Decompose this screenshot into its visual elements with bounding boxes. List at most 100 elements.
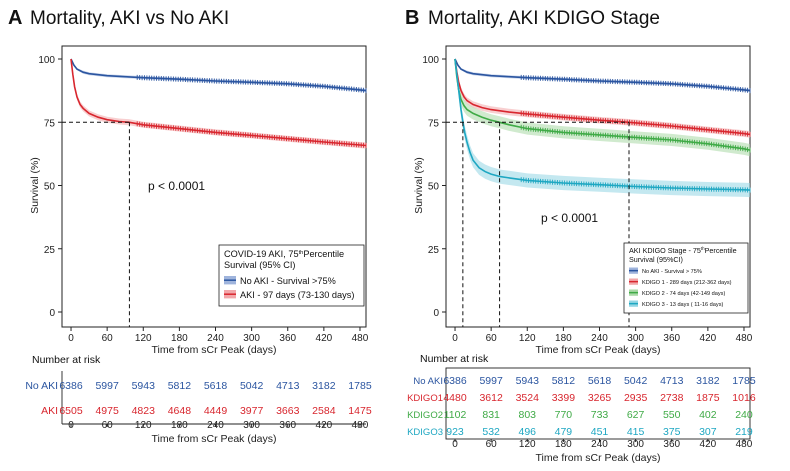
- risk-cell: 2738: [660, 392, 684, 404]
- x-axis-label: Time from sCr Peak (days): [151, 344, 276, 356]
- risk-table-header: Number at risk: [420, 353, 489, 365]
- x-tick-label: 360: [279, 333, 296, 344]
- risk-row-label: KDIGO1: [407, 393, 443, 404]
- legend-item-label: AKI - 97 days (73-130 days): [240, 290, 354, 300]
- risk-x-tick-label: 0: [68, 420, 74, 431]
- x-tick-label: 420: [316, 333, 333, 344]
- legend-title: AKI KDIGO Stage - 75thPercentile: [629, 246, 737, 255]
- legend-title-part: Percentile: [705, 246, 737, 255]
- plot-frame: [61, 45, 367, 328]
- series-3: [454, 58, 751, 198]
- risk-x-tick-label: 420: [700, 439, 717, 450]
- risk-cell: 451: [591, 426, 609, 438]
- risk-x-axis-label: Time from sCr Peak (days): [535, 452, 660, 464]
- risk-x-tick-label: 480: [352, 420, 369, 431]
- x-tick-label: 360: [663, 333, 680, 344]
- risk-cell: 4449: [204, 405, 228, 417]
- risk-row-label: No AKI: [413, 376, 443, 387]
- x-tick-label: 120: [135, 333, 152, 344]
- risk-cell: 550: [663, 409, 681, 421]
- series-1: [70, 58, 367, 149]
- x-tick-label: 480: [736, 333, 753, 344]
- x-tick-label: 240: [207, 333, 224, 344]
- y-tick-label: 0: [433, 308, 439, 319]
- p-value-annotation: p < 0.0001: [541, 211, 598, 225]
- risk-x-tick-label: 120: [519, 439, 536, 450]
- panel-a: A Mortality, AKI vs No AKI 0 25 50 75 100 0 60 12…: [8, 7, 372, 445]
- risk-cell: 803: [519, 409, 537, 421]
- risk-cell: 5812: [168, 380, 192, 392]
- legend-title-part: Percentile: [303, 249, 344, 259]
- risk-cell: 5997: [479, 375, 503, 387]
- y-tick-label: 50: [44, 182, 56, 193]
- risk-x-tick-label: 180: [555, 439, 572, 450]
- y-tick-label: 75: [44, 118, 56, 129]
- risk-row-label: KDIGO2: [407, 410, 443, 421]
- risk-cell: 1785: [348, 380, 372, 392]
- risk-x-tick-label: 360: [279, 420, 296, 431]
- y-tick-label: 100: [38, 55, 55, 66]
- risk-row-label: AKI: [41, 405, 58, 417]
- risk-cell: 3399: [552, 392, 576, 404]
- legend-box: [218, 244, 365, 307]
- risk-cell: 240: [735, 409, 753, 421]
- risk-x-tick-label: 300: [243, 420, 260, 431]
- risk-cell: 3182: [696, 375, 720, 387]
- legend-title-line2: Survival (95% CI): [224, 260, 295, 270]
- risk-cell: 733: [591, 409, 609, 421]
- risk-cell: 3265: [588, 392, 612, 404]
- legend-title-part: AKI KDIGO Stage - 75: [629, 246, 701, 255]
- y-tick-label: 25: [44, 245, 56, 256]
- y-tick-label: 50: [428, 182, 440, 193]
- x-tick-label: 60: [486, 333, 498, 344]
- risk-cell: 3524: [516, 392, 540, 404]
- chart-title: Mortality, AKI KDIGO Stage: [428, 8, 660, 29]
- risk-x-tick-label: 60: [102, 420, 114, 431]
- risk-cell: 5943: [516, 375, 540, 387]
- risk-cell: 5042: [240, 380, 264, 392]
- survival-line: [70, 58, 367, 147]
- risk-x-tick-label: 180: [171, 420, 188, 431]
- risk-cell: 1102: [444, 409, 467, 421]
- series-0: [454, 58, 751, 94]
- risk-cell: 6386: [59, 380, 83, 392]
- risk-cell: 1785: [732, 375, 756, 387]
- risk-cell: 831: [482, 409, 500, 421]
- censor-marks: [136, 74, 367, 94]
- risk-cell: 375: [663, 426, 681, 438]
- risk-table: Number at risk No AKI 6386 5997 5943 5812 5618…: [25, 354, 372, 445]
- censor-marks: [520, 177, 751, 193]
- risk-cell: 4975: [95, 405, 119, 417]
- risk-cell: 4713: [660, 375, 684, 387]
- risk-cell: 2935: [624, 392, 648, 404]
- risk-cell: 307: [699, 426, 717, 438]
- risk-table-frame: [445, 367, 751, 440]
- legend-title: COVID-19 AKI, 75thPercentile: [224, 249, 344, 259]
- x-tick-label: 0: [68, 333, 74, 344]
- risk-x-axis-label: Time from sCr Peak (days): [151, 433, 276, 445]
- y-tick-label: 0: [49, 308, 55, 319]
- series-0: [70, 58, 367, 94]
- y-tick-label: 25: [428, 245, 440, 256]
- x-tick-label: 240: [591, 333, 608, 344]
- x-tick-label: 300: [627, 333, 644, 344]
- risk-cell: 770: [555, 409, 573, 421]
- y-tick-label: 75: [428, 118, 440, 129]
- legend-title-sup: th: [299, 250, 304, 256]
- x-tick-label: 420: [700, 333, 717, 344]
- chart-title: Mortality, AKI vs No AKI: [30, 8, 229, 29]
- risk-cell: 3663: [276, 405, 300, 417]
- risk-x-tick-label: 360: [663, 439, 680, 450]
- x-tick-label: 300: [243, 333, 260, 344]
- censor-marks: [136, 121, 367, 148]
- risk-table: Number at risk No AKI 6386 5997 5943 5812 5618…: [407, 353, 756, 464]
- risk-cell: 4480: [443, 392, 467, 404]
- risk-cell: 1016: [732, 392, 756, 404]
- risk-x-tick-label: 120: [135, 420, 152, 431]
- risk-row-label: KDIGO3: [407, 427, 443, 438]
- risk-x-tick-label: 240: [207, 420, 224, 431]
- legend-title-line2: Survival (95%CI): [629, 255, 683, 264]
- x-tick-label: 180: [555, 333, 572, 344]
- censor-marks: [520, 124, 751, 153]
